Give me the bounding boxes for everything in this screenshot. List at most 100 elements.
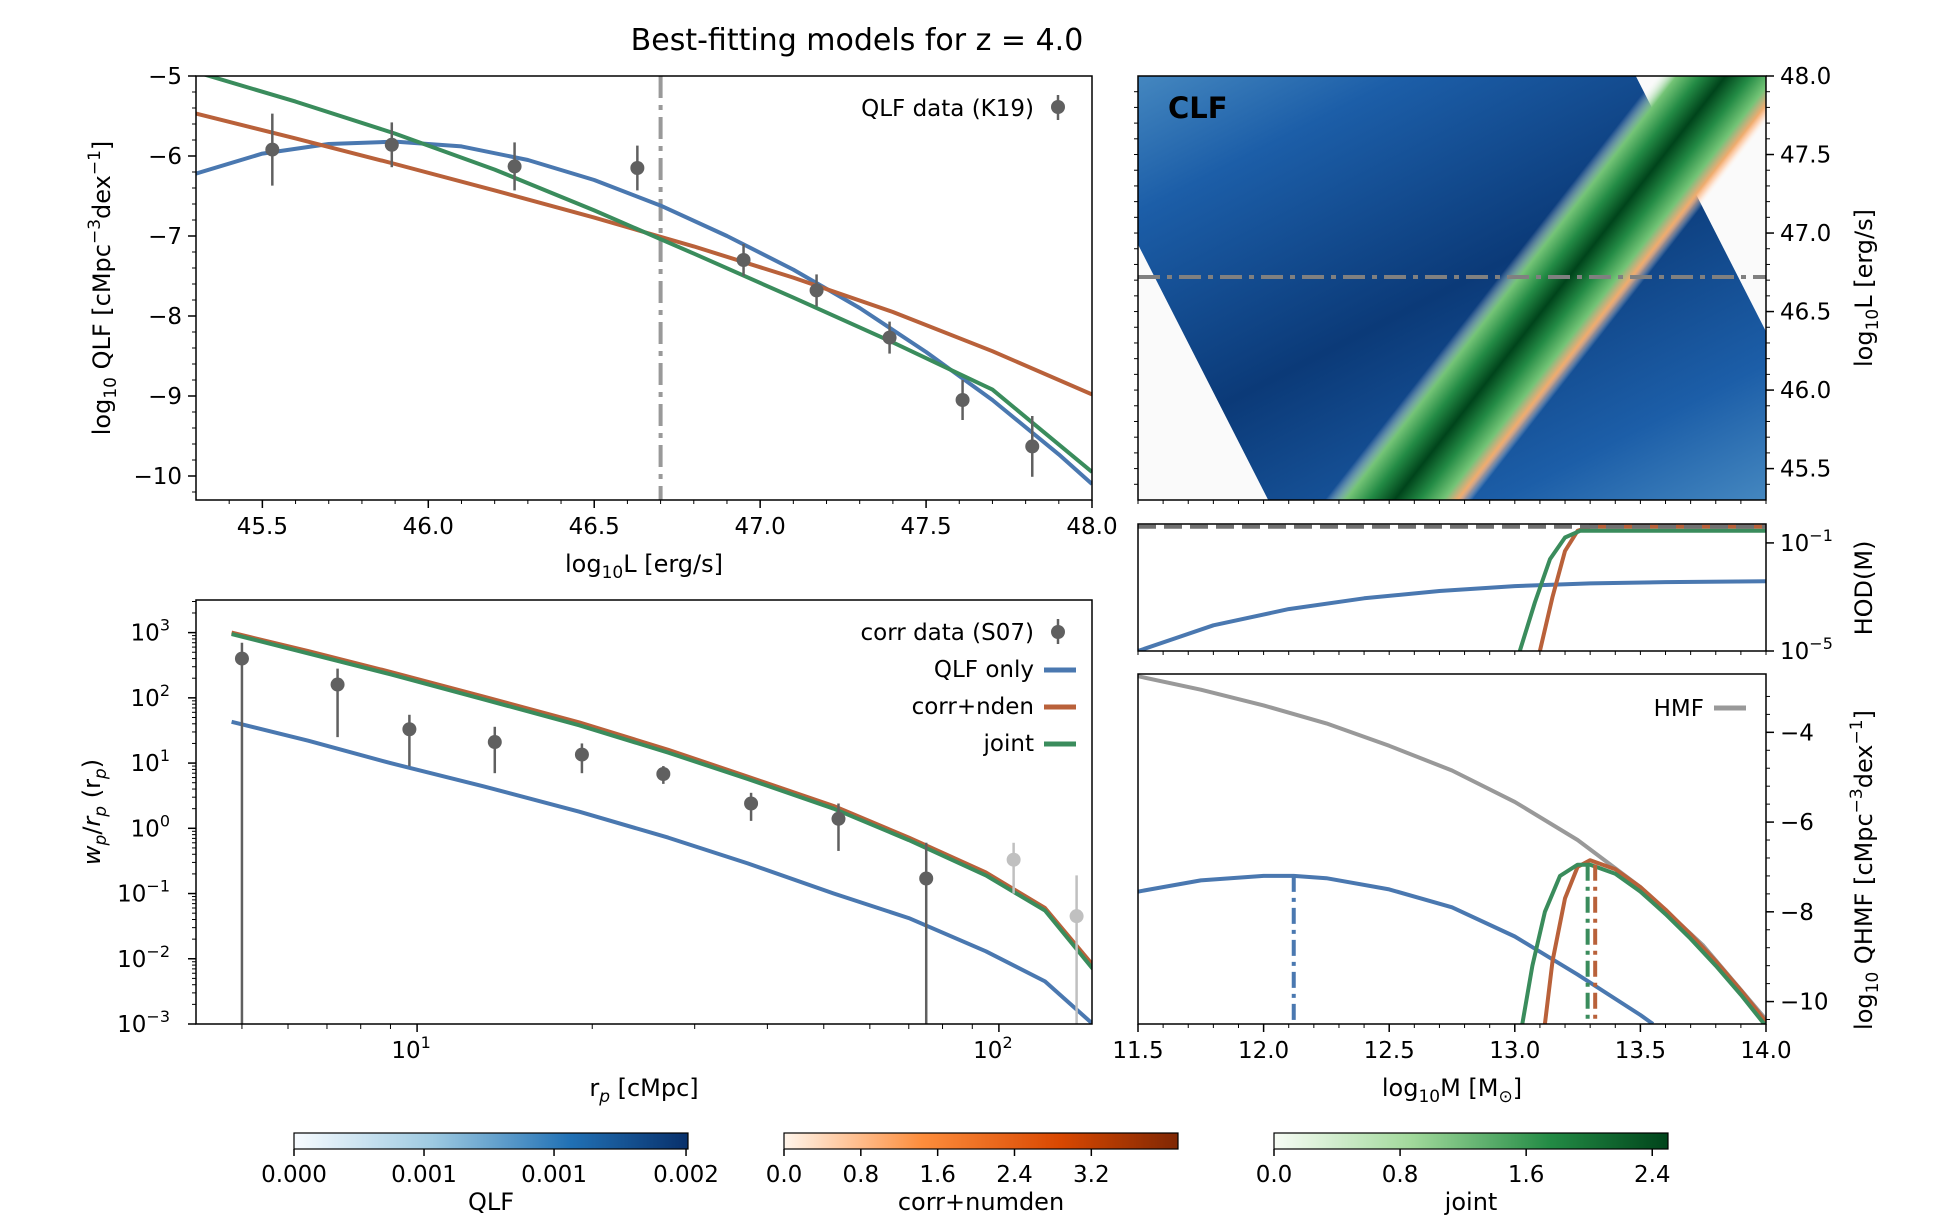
hod-ytick-label: 10−1	[1780, 526, 1833, 557]
qhmf-ytick-label: −4	[1780, 720, 1814, 746]
qhmf-ytick-label: −6	[1780, 810, 1814, 836]
clf-ytick-label: 46.0	[1780, 378, 1831, 404]
clf-ytick-label: 47.5	[1780, 143, 1831, 169]
qlf-data-point	[736, 253, 751, 267]
qlf-data-point	[882, 330, 897, 345]
colorbar-joint-label: joint	[1444, 1188, 1498, 1216]
qlf-data-point	[384, 137, 399, 152]
colorbar-tick-label: 1.6	[919, 1162, 956, 1188]
colorbar-corr: 0.0 0.8 1.6 2.4 3.2 corr+numden	[766, 1132, 1179, 1216]
corr-xtick-label: 102	[973, 1033, 1012, 1064]
colorbar-tick-label: 0.001	[391, 1162, 457, 1188]
qlf-ytick-label: −6	[148, 144, 182, 170]
corr-ytick-label: 103	[131, 616, 170, 647]
clf-panel: CLF 45.5 46.0 46.5 47.0 47.5 48.0 log10L [erg…	[1134, 64, 1883, 504]
clf-axes-frame	[1137, 75, 1767, 501]
corr-data-point	[234, 651, 249, 666]
qlf-xlabel: log10L [erg/s]	[565, 550, 723, 583]
qlf-xtick-label: 46.5	[569, 514, 620, 540]
corr-series-joint	[231, 632, 1092, 971]
qlf-axes-frame	[195, 75, 1093, 501]
qhmf-xtick-label: 12.0	[1238, 1038, 1289, 1064]
qlf-xtick-label: 48.0	[1066, 514, 1117, 540]
corr-data-point	[330, 677, 345, 692]
clf-label: CLF	[1168, 91, 1228, 125]
qhmf-panel: 11.5 12.0 12.5 13.0 13.5 14.0 −4 −6 −8 −10 HMF lo…	[1112, 673, 1883, 1107]
colorbar-tick-label: 1.6	[1508, 1162, 1545, 1188]
hod-series-joint	[1517, 528, 1766, 651]
corr-legend-corr: corr+nden	[912, 694, 1034, 720]
qhmf-legend-label: HMF	[1654, 696, 1704, 722]
colorbar-joint: 0.0 0.8 1.6 2.4 joint	[1256, 1132, 1671, 1216]
corr-data-point	[919, 871, 934, 886]
clf-ytick-label: 46.5	[1780, 300, 1831, 326]
corr-xtick-label: 101	[391, 1033, 430, 1064]
qlf-series-qlf_only	[196, 139, 1092, 486]
hod-series-corr_nden	[1537, 524, 1766, 651]
corr-legend-qlf: QLF only	[934, 657, 1034, 683]
colorbar-tick-label: 0.002	[653, 1162, 719, 1188]
corr-data-point	[574, 747, 589, 762]
corr-data-point	[1069, 909, 1084, 924]
corr-ylabel: wp/rp (rp)	[78, 759, 111, 865]
corr-legend-joint: joint	[983, 731, 1034, 757]
qlf-series-corr_nden	[196, 111, 1092, 397]
hod-panel: 10−1 10−5 HOD(M)	[1137, 523, 1878, 665]
colorbar-qlf-label: QLF	[468, 1188, 514, 1216]
clf-ylabel: log10L [erg/s]	[1850, 209, 1883, 367]
clf-green-band-fill	[1208, 76, 1766, 500]
qhmf-ytick-label: −8	[1780, 900, 1814, 926]
corr-panel: 101 102 103 102 101 100 10−1 10−2 10−3 corr data…	[78, 599, 1093, 1107]
qlf-series-joint	[202, 76, 1092, 474]
colorbar-tick-label: 0.0	[766, 1162, 803, 1188]
hod-series-qlf_only	[1138, 579, 1766, 651]
qlf-ylabel: log10 QLF [cMpc−3dex−1]	[85, 141, 121, 436]
qhmf-xtick-label: 13.5	[1615, 1038, 1666, 1064]
qlf-ytick-label: −9	[148, 384, 182, 410]
colorbar-qlf-bar	[293, 1132, 689, 1150]
corr-legend-data-marker	[1051, 625, 1065, 639]
colorbar-tick-label: 0.000	[261, 1162, 327, 1188]
qlf-ytick-label: −5	[148, 64, 182, 90]
hod-axes-frame	[1137, 523, 1767, 652]
corr-ytick-label: 10−2	[117, 942, 170, 973]
qhmf-series-hmf	[1138, 674, 1766, 1021]
qhmf-ylabel: log10 QHMF [cMpc−3dex−1]	[1847, 710, 1883, 1030]
hod-ylabel: HOD(M)	[1850, 541, 1878, 636]
qhmf-xtick-label: 12.5	[1364, 1038, 1415, 1064]
corr-data-point	[402, 722, 417, 737]
corr-legend: corr data (S07) QLF only corr+nden joint	[861, 619, 1076, 757]
colorbar-tick-label: 2.4	[996, 1162, 1033, 1188]
qlf-data-point	[507, 159, 522, 174]
corr-data-point	[744, 796, 759, 811]
corr-data-point	[831, 811, 846, 826]
colorbar-joint-bar	[1273, 1132, 1669, 1150]
qlf-legend: QLF data (K19)	[861, 95, 1065, 122]
colorbar-corr-label: corr+numden	[898, 1188, 1064, 1216]
hod-ytick-label: 10−5	[1780, 634, 1833, 665]
corr-data-point	[656, 767, 671, 782]
qhmf-xlabel: log10M [M⊙]	[1382, 1074, 1522, 1107]
qhmf-xtick-label: 11.5	[1112, 1038, 1163, 1064]
qhmf-ytick-label: −10	[1780, 990, 1829, 1016]
corr-data-point	[487, 735, 502, 750]
qlf-data-point	[265, 142, 280, 157]
qhmf-series-corr_nden	[1542, 858, 1766, 1024]
qlf-legend-label: QLF data (K19)	[861, 96, 1034, 122]
qlf-data-point	[955, 393, 970, 407]
corr-ytick-label: 10−1	[117, 877, 170, 908]
corr-data-point	[1006, 852, 1021, 867]
qhmf-series-qlf_only	[1138, 873, 1655, 1024]
qhmf-xtick-label: 13.0	[1489, 1038, 1540, 1064]
colorbar-tick-label: 0.8	[843, 1162, 880, 1188]
clf-ytick-label: 45.5	[1780, 457, 1831, 483]
corr-ytick-label: 10−3	[117, 1007, 170, 1038]
qlf-data-point	[630, 161, 645, 175]
clf-green-band	[1208, 76, 1766, 500]
qlf-data-point	[1025, 439, 1040, 454]
qhmf-axes-frame	[1137, 673, 1767, 1025]
corr-series-qlf_only	[231, 719, 1092, 1024]
figure-title: Best-fitting models for z = 4.0	[631, 23, 1084, 58]
clf-blue-band-fill	[1138, 76, 1766, 500]
